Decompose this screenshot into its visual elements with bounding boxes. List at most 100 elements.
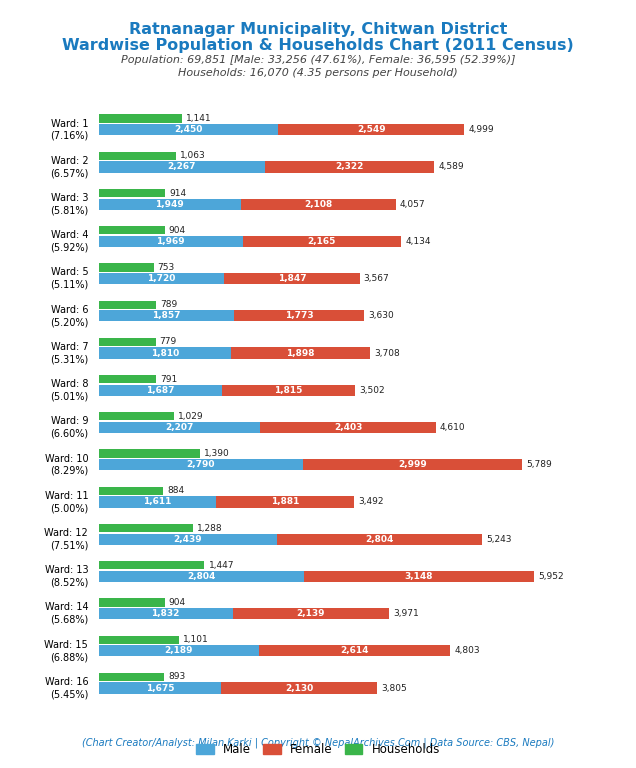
Text: Wardwise Population & Households Chart (2011 Census): Wardwise Population & Households Chart (… [62,38,574,54]
Text: 3,148: 3,148 [404,572,433,581]
Text: 893: 893 [168,673,185,681]
Text: 1,101: 1,101 [183,635,209,644]
Bar [99,636,179,644]
Bar [304,571,534,582]
Bar [231,347,370,359]
Bar [99,608,233,619]
Bar [99,199,241,210]
Text: 1,815: 1,815 [274,386,303,395]
Text: 2,450: 2,450 [174,125,202,134]
Bar [259,645,450,657]
Text: 2,130: 2,130 [285,684,314,693]
Bar [99,347,231,359]
Text: 884: 884 [167,486,184,495]
Bar [216,496,354,508]
Text: 4,999: 4,999 [469,125,494,134]
Bar [99,561,205,569]
Text: 1,063: 1,063 [181,151,206,161]
Bar [99,459,303,470]
Bar [265,161,434,173]
Text: 3,492: 3,492 [358,498,384,506]
Bar [99,449,200,458]
Bar [99,236,243,247]
Text: 3,971: 3,971 [393,609,419,618]
Bar [99,310,235,322]
Bar [99,273,225,284]
Text: 4,057: 4,057 [399,200,425,209]
Text: 2,207: 2,207 [165,423,193,432]
Text: 5,952: 5,952 [538,572,564,581]
Text: 2,322: 2,322 [335,163,364,171]
Text: 5,789: 5,789 [527,460,552,469]
Bar [99,496,216,508]
Bar [99,114,182,123]
Text: 4,589: 4,589 [438,163,464,171]
Text: 904: 904 [169,226,186,235]
Text: 1,611: 1,611 [143,498,172,506]
Bar [99,189,165,197]
Text: 1,029: 1,029 [178,412,204,421]
Bar [99,534,277,545]
Text: 1,881: 1,881 [271,498,300,506]
Text: 2,804: 2,804 [366,535,394,544]
Text: 1,675: 1,675 [146,684,174,693]
Bar [233,608,389,619]
Bar [99,645,259,657]
Text: 2,267: 2,267 [167,163,196,171]
Text: 4,803: 4,803 [454,647,480,655]
Text: 779: 779 [160,337,177,346]
Text: 3,630: 3,630 [368,311,394,320]
Bar [99,385,222,396]
Bar [277,534,482,545]
Text: 4,134: 4,134 [405,237,431,246]
Bar [225,273,359,284]
Text: 1,810: 1,810 [151,349,179,358]
Text: 3,502: 3,502 [359,386,385,395]
Text: 1,898: 1,898 [286,349,315,358]
Text: 1,857: 1,857 [152,311,181,320]
Bar [99,226,165,234]
Text: 1,949: 1,949 [156,200,184,209]
Text: 791: 791 [160,375,177,384]
Bar [99,422,260,433]
Text: 914: 914 [170,188,186,197]
Text: 2,189: 2,189 [165,647,193,655]
Bar [99,683,221,694]
Text: 1,687: 1,687 [146,386,174,395]
Bar [260,422,436,433]
Text: 2,804: 2,804 [187,572,216,581]
Text: 3,805: 3,805 [381,684,407,693]
Text: 2,165: 2,165 [308,237,336,246]
Bar [99,300,156,309]
Text: 1,288: 1,288 [197,524,223,532]
Bar [99,338,156,346]
Text: 789: 789 [160,300,177,310]
Text: 2,439: 2,439 [174,535,202,544]
Text: Ratnanagar Municipality, Chitwan District: Ratnanagar Municipality, Chitwan Distric… [129,22,507,37]
Bar [303,459,522,470]
Bar [99,673,164,681]
Bar [99,152,176,160]
Text: 2,139: 2,139 [296,609,325,618]
Bar [99,487,163,495]
Bar [99,263,154,272]
Text: Population: 69,851 [Male: 33,256 (47.61%), Female: 36,595 (52.39%)]: Population: 69,851 [Male: 33,256 (47.61%… [121,55,515,65]
Bar [99,375,156,383]
Text: 2,549: 2,549 [357,125,385,134]
Text: (Chart Creator/Analyst: Milan Karki | Copyright © NepalArchives.Com | Data Sourc: (Chart Creator/Analyst: Milan Karki | Co… [82,737,554,748]
Text: 1,447: 1,447 [209,561,234,570]
Bar [99,524,193,532]
Text: 2,790: 2,790 [186,460,215,469]
Text: 1,390: 1,390 [204,449,230,458]
Bar [241,199,396,210]
Bar [221,683,377,694]
Bar [99,124,278,135]
Text: 2,999: 2,999 [398,460,427,469]
Bar [243,236,401,247]
Text: 2,614: 2,614 [340,647,369,655]
Text: 4,610: 4,610 [440,423,466,432]
Legend: Male, Female, Households: Male, Female, Households [191,738,445,760]
Bar [99,571,304,582]
Bar [278,124,464,135]
Text: 753: 753 [158,263,175,272]
